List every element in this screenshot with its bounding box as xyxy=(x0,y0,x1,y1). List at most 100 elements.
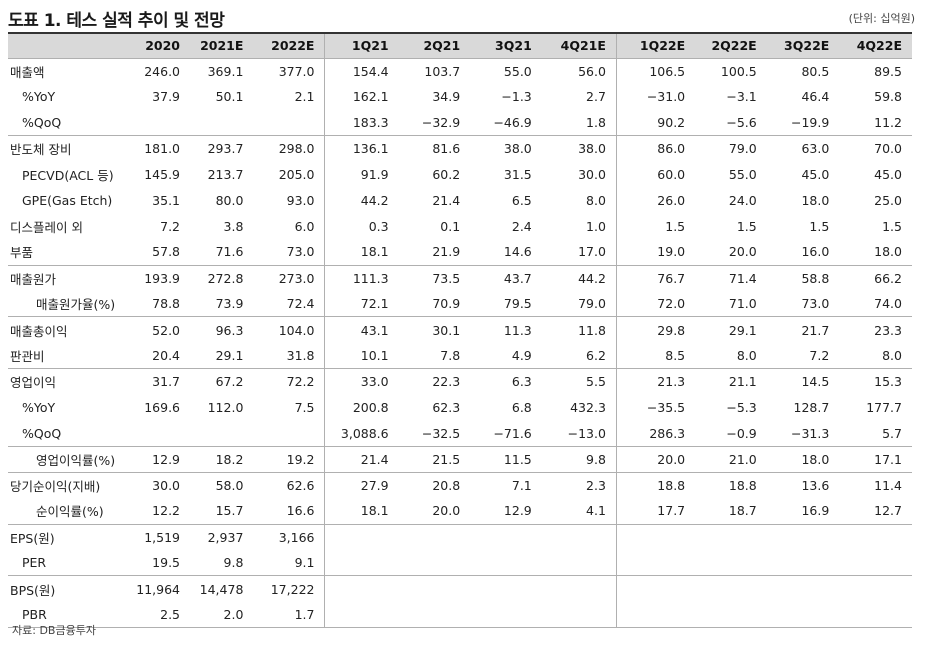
table-cell: 104.0 xyxy=(253,316,326,343)
table-cell: 18.1 xyxy=(360,503,389,519)
table-cell: 52.0 xyxy=(125,316,191,343)
table-cell: 73.5 xyxy=(398,264,471,292)
table-cell: 80.5 xyxy=(766,57,840,84)
table-cell: 21.4 xyxy=(324,445,399,473)
table-cell: 55.0 xyxy=(470,57,542,84)
table-cell: −0.9 xyxy=(726,425,757,441)
table-row: 매출원가율(%) 78.8 73.9 72.4 72.1 70.9 79.5 79.0 72.0… xyxy=(8,291,912,317)
table-cell: 6.2 xyxy=(541,342,617,369)
table-cell: 1.5 xyxy=(809,218,830,234)
row-label: 매출원가율(%) xyxy=(36,297,116,313)
table-cell: 369.1 xyxy=(190,57,254,84)
table-cell: 70.0 xyxy=(839,135,912,162)
table-row: PBR 2.5 2.0 1.7 xyxy=(8,601,912,629)
table-cell: 34.9 xyxy=(432,89,461,105)
header-cell: 2Q22E xyxy=(711,38,757,54)
table-cell: 25.0 xyxy=(874,192,902,208)
table-cell: 2.0 xyxy=(190,601,254,629)
table-cell: 26.0 xyxy=(657,192,686,208)
table-cell: 79.0 xyxy=(695,135,767,162)
table-cell: 79.0 xyxy=(541,291,617,317)
table-cell xyxy=(695,550,767,576)
table-cell: −13.0 xyxy=(541,420,617,447)
table-cell xyxy=(839,601,912,629)
table-cell: 2.7 xyxy=(541,83,617,110)
table-cell xyxy=(126,420,190,446)
table-cell: 43.1 xyxy=(324,316,399,343)
table-cell: 30.0 xyxy=(541,161,617,188)
table-cell: 30.0 xyxy=(125,471,191,499)
row-label: %YoY xyxy=(22,89,56,105)
table-cell: 37.9 xyxy=(152,89,181,105)
row-label: 당기순이익(지배) xyxy=(8,471,126,499)
table-cell: 8.5 xyxy=(665,347,686,363)
table-cell: −35.5 xyxy=(646,400,686,416)
unit-label: (단위: 십억원) xyxy=(848,12,915,25)
header-cell: 1Q22E xyxy=(639,38,686,54)
header-cell: 2021E xyxy=(200,38,244,54)
table-cell xyxy=(190,110,253,136)
table-cell: 293.7 xyxy=(190,135,254,162)
table-cell xyxy=(541,601,617,629)
table-cell: 18.8 xyxy=(695,471,767,499)
table-cell: 21.0 xyxy=(695,445,767,473)
table-cell: 12.9 xyxy=(125,445,191,473)
table-cell: 96.3 xyxy=(190,316,254,343)
table-row: 순이익률(%) 12.2 15.7 16.6 18.1 20.0 12.9 4.1 17.7 18… xyxy=(8,498,912,525)
table-cell: 74.0 xyxy=(874,296,902,312)
table-row: 판관비 20.4 29.1 31.8 10.1 7.8 4.9 6.2 8.5 8.0 7.2 8.0 xyxy=(8,342,912,369)
table-row: 영업이익률(%) 12.9 18.2 19.2 21.4 21.5 11.5 9.8 20.0 2… xyxy=(8,445,912,473)
table-cell: 38.0 xyxy=(541,135,617,162)
table-cell: 22.3 xyxy=(398,368,471,395)
header-row: 2020 2021E 2022E 1Q21 2Q21 3Q21 4Q21E 1Q22E 2Q22… xyxy=(8,33,912,58)
table-cell: 14.5 xyxy=(766,368,840,395)
table-cell: 21.4 xyxy=(432,192,461,208)
table-cell: 200.8 xyxy=(352,400,389,416)
header-cell: 3Q22E xyxy=(784,38,830,54)
table-cell: 169.6 xyxy=(144,400,181,416)
table-cell: 136.1 xyxy=(324,135,399,162)
table-cell: 21.5 xyxy=(398,445,471,473)
table-cell: 21.1 xyxy=(695,368,767,395)
table-cell: 18.0 xyxy=(801,192,830,208)
table-cell: 29.8 xyxy=(616,316,696,343)
table-cell: 89.5 xyxy=(839,57,912,84)
table-cell: 1.5 xyxy=(736,218,757,234)
row-label: 디스플레이 외 xyxy=(10,219,83,235)
table-cell: 21.9 xyxy=(432,244,461,260)
table-cell: 183.3 xyxy=(352,114,389,130)
table-cell: 58.8 xyxy=(766,264,840,292)
table-cell: 45.0 xyxy=(801,167,830,182)
table-cell: 2.5 xyxy=(125,601,191,629)
table-cell: 100.5 xyxy=(695,57,767,84)
table-cell: 24.0 xyxy=(728,192,757,208)
table-cell xyxy=(616,601,696,629)
table-cell: 18.0 xyxy=(874,244,902,260)
table-cell: 14.6 xyxy=(503,244,532,260)
table-cell: 272.8 xyxy=(190,264,254,292)
table-cell: 72.0 xyxy=(657,296,686,312)
table-cell: −46.9 xyxy=(493,114,532,130)
table-cell: 1.7 xyxy=(253,601,326,629)
table-cell: 60.0 xyxy=(657,167,686,182)
table-cell: 20.0 xyxy=(728,244,757,260)
table-cell: 17.1 xyxy=(839,445,912,473)
table-cell: 7.2 xyxy=(160,218,181,234)
table-cell: 1.5 xyxy=(882,218,902,234)
table-cell: 145.9 xyxy=(144,167,181,182)
table-cell xyxy=(470,550,542,576)
table-cell xyxy=(470,601,542,629)
table-cell: 16.6 xyxy=(253,498,326,525)
table-cell: 21.3 xyxy=(616,368,696,395)
table-cell: 106.5 xyxy=(616,57,696,84)
table-cell: 58.0 xyxy=(190,471,254,499)
table-cell: 1.5 xyxy=(665,218,686,234)
table-cell xyxy=(839,523,912,550)
table-cell: 432.3 xyxy=(541,394,617,421)
table-cell: 45.0 xyxy=(874,167,902,182)
table-cell xyxy=(324,523,399,550)
table-row: 부품 57.8 71.6 73.0 18.1 21.9 14.6 17.0 19.0 20.0 16… xyxy=(8,239,912,266)
table-cell: 154.4 xyxy=(324,57,399,84)
table-cell: 62.6 xyxy=(253,471,326,499)
table-cell: 2.3 xyxy=(541,471,617,499)
